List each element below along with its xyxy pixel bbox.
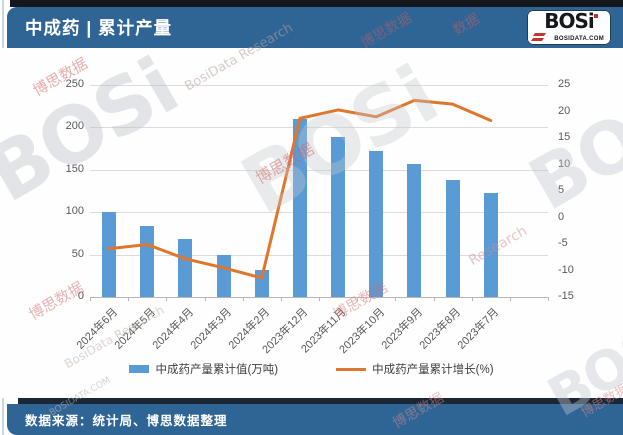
growth-line — [107, 98, 493, 280]
bar-2023年8月 — [445, 179, 460, 297]
right-axis-tick-label: -15 — [558, 290, 574, 302]
bar-2024年4月 — [178, 239, 193, 297]
left-axis-tick-label: 50 — [71, 247, 84, 260]
bar-2024年3月 — [216, 254, 231, 297]
left-axis-tick-label: 250 — [65, 78, 84, 90]
x-axis-tick — [128, 297, 130, 301]
gridline — [90, 254, 548, 256]
chart-area: 中成药产量累计值(万吨) 中成药产量累计增长(%) 0 50 100 150 200 25… — [0, 48, 623, 398]
line-series-swatch — [336, 367, 367, 371]
legend-item-line-series: 中成药产量累计增长(%) — [336, 361, 494, 377]
left-axis-tick-label: 100 — [65, 205, 84, 218]
bar-2023年7月 — [483, 192, 498, 297]
logo-domain-text: BOSIDATA.COM — [554, 36, 604, 42]
x-axis-tick — [471, 297, 473, 301]
left-axis-tick-label: 200 — [65, 120, 84, 133]
logo-brand-text: BOSi — [544, 9, 595, 33]
x-axis-tick — [548, 297, 549, 301]
bosi-logo: BOSi BOSIDATA.COM — [527, 10, 611, 45]
x-axis-tick — [509, 297, 511, 301]
right-axis-tick-label: 20 — [558, 104, 571, 117]
footer-strip — [18, 398, 623, 404]
x-axis-tick — [433, 297, 435, 301]
right-axis-tick-label: 25 — [558, 78, 571, 90]
x-axis-tick — [166, 297, 168, 301]
top-strip — [10, 0, 623, 7]
gridline — [90, 212, 548, 214]
x-axis-tick — [395, 297, 397, 301]
logo-red-dot — [594, 14, 598, 18]
bar-2023年9月 — [407, 163, 422, 297]
right-axis-tick-label: -10 — [558, 263, 574, 276]
legend-label-bar-series: 中成药产量累计值(万吨) — [155, 364, 279, 376]
x-axis-tick — [204, 297, 206, 301]
logo-red-stripe — [530, 38, 545, 41]
bar-2023年10月 — [369, 151, 384, 297]
bar-2023年11月 — [331, 136, 346, 297]
legend: 中成药产量累计值(万吨) 中成药产量累计增长(%) — [0, 361, 623, 377]
gridline — [90, 127, 548, 129]
gridline — [90, 85, 548, 86]
x-axis-tick — [280, 297, 282, 301]
logo-red-stripe — [532, 33, 547, 36]
page-title: 中成药 | 累计产量 — [25, 18, 173, 38]
right-axis-tick-label: -5 — [558, 237, 568, 249]
right-axis-tick-label: 0 — [558, 210, 565, 223]
left-axis-tick-label: 0 — [77, 290, 84, 302]
bar-series-swatch — [129, 365, 150, 373]
left-axis-tick-label: 150 — [65, 162, 84, 175]
gridline — [90, 169, 548, 171]
bar-2024年6月 — [102, 212, 117, 297]
data-source-text: 数据来源：统计局、博思数据整理 — [25, 414, 228, 428]
right-axis-tick-label: 5 — [558, 184, 565, 196]
x-axis-tick — [242, 297, 244, 301]
bar-2023年12月 — [292, 118, 307, 297]
header-band: 中成药 | 累计产量 BOSi BOSIDATA.COM — [7, 7, 623, 48]
x-axis-tick — [357, 297, 359, 301]
legend-item-bar-series: 中成药产量累计值(万吨) — [129, 361, 278, 377]
x-axis-tick — [90, 297, 91, 301]
growth-line-svg — [107, 98, 493, 280]
footer-band: 数据来源：统计局、博思数据整理 — [7, 404, 623, 435]
right-axis-tick-label: 15 — [558, 131, 571, 143]
x-axis-tick — [319, 297, 320, 301]
right-axis-tick-label: 10 — [558, 157, 571, 170]
legend-label-line-series: 中成药产量累计增长(%) — [372, 364, 494, 376]
